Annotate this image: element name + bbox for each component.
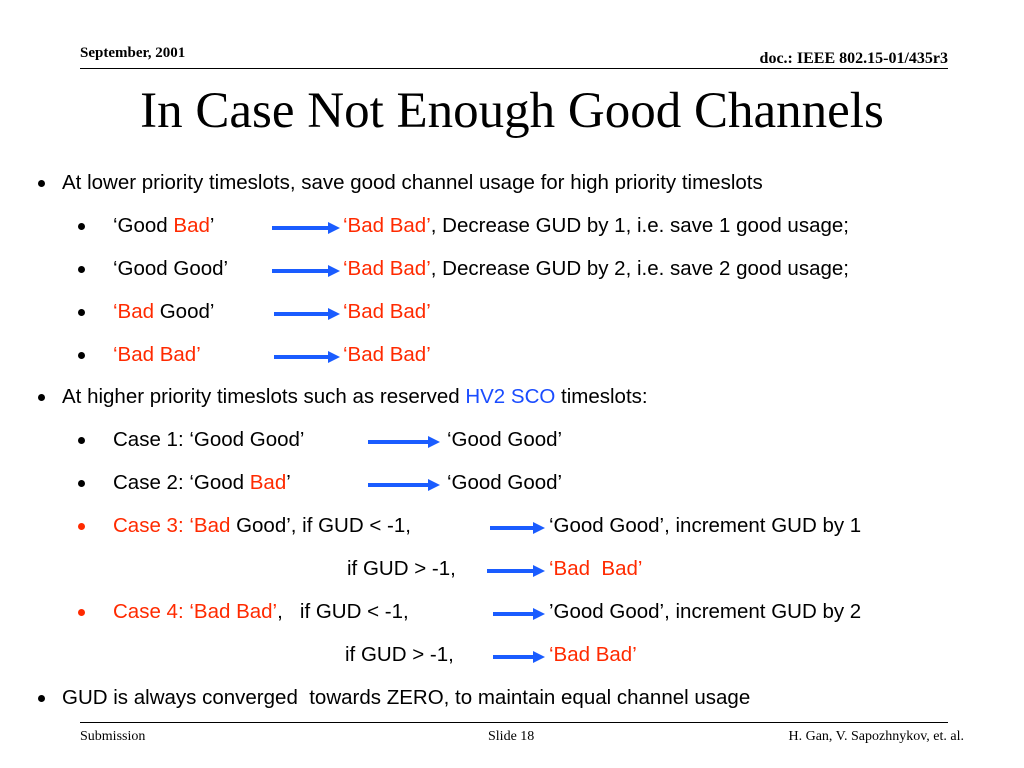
line-result: ‘Bad Bad’ xyxy=(343,343,431,367)
text-run: ‘Bad Bad’ xyxy=(549,643,637,666)
arrow xyxy=(368,436,440,448)
bullet xyxy=(78,523,85,530)
line-result: ‘Bad Bad’ xyxy=(549,557,642,581)
bullet xyxy=(38,695,45,702)
arrow xyxy=(493,651,545,663)
text-run: , Decrease GUD by 1, i.e. save 1 good us… xyxy=(430,214,849,237)
arrow xyxy=(272,222,340,234)
text-run: ‘Bad xyxy=(113,300,155,323)
line-text: if GUD > -1, xyxy=(345,643,454,667)
line-result: ’Good Good’, increment GUD by 2 xyxy=(549,600,861,624)
text-run: ‘Good Good’ xyxy=(447,471,563,494)
bullet xyxy=(78,480,85,487)
bullet xyxy=(38,394,45,401)
text-run: Case 3: ‘Bad xyxy=(113,514,231,537)
line-text: At higher priority timeslots such as res… xyxy=(62,385,648,409)
line-text: ‘Good Bad’ xyxy=(113,214,214,238)
text-run: ‘Bad Bad’ xyxy=(343,300,431,323)
arrow xyxy=(368,479,440,491)
bullet xyxy=(78,223,85,230)
line-text: GUD is always converged towards ZERO, to… xyxy=(62,686,750,710)
header-date: September, 2001 xyxy=(80,45,186,61)
slide-title: In Case Not Enough Good Channels xyxy=(140,83,884,139)
line-result: ‘Bad Bad’ xyxy=(343,300,431,324)
bullet xyxy=(78,266,85,273)
text-run: , Decrease GUD by 2, i.e. save 2 good us… xyxy=(430,257,849,280)
text-run: , if GUD < -1, xyxy=(277,600,409,623)
bullet xyxy=(78,437,85,444)
arrow xyxy=(274,351,340,363)
line-result: ‘Bad Bad’ xyxy=(549,643,637,667)
footer-rule xyxy=(80,722,948,723)
line-text: ‘Bad Bad’ xyxy=(113,343,201,367)
text-run: ‘Bad Bad’ xyxy=(343,257,431,280)
line-result: ‘Good Good’, increment GUD by 1 xyxy=(549,514,861,538)
text-run: ‘Bad Bad’ xyxy=(343,214,431,237)
arrow xyxy=(490,522,545,534)
text-run: Case 4: ‘Bad Bad’ xyxy=(113,600,278,623)
arrow xyxy=(272,265,340,277)
text-run: Good’, if GUD < -1, xyxy=(230,514,411,537)
line-result: ‘Bad Bad’, Decrease GUD by 2, i.e. save … xyxy=(343,257,849,281)
header-rule xyxy=(80,68,948,69)
text-run: Bad xyxy=(249,471,287,494)
text-run: ‘Bad Bad’ xyxy=(343,343,431,366)
bullet xyxy=(78,309,85,316)
line-result: ‘Bad Bad’, Decrease GUD by 1, i.e. save … xyxy=(343,214,849,238)
text-run: ’ xyxy=(209,214,215,237)
line-text: if GUD > -1, xyxy=(347,557,456,581)
text-run: ’ xyxy=(286,471,291,494)
text-run: ‘Bad Bad’ xyxy=(113,343,201,366)
text-run: ‘Good xyxy=(113,214,174,237)
line-text: Case 3: ‘Bad Good’, if GUD < -1, xyxy=(113,514,411,538)
line-text: ‘Good Good’ xyxy=(113,257,228,281)
text-run: HV2 SCO xyxy=(465,385,556,408)
text-run: if GUD > -1, xyxy=(345,643,454,666)
footer-left: Submission xyxy=(80,729,146,744)
line-text: Case 1: ‘Good Good’ xyxy=(113,428,304,452)
text-run: Case 1: ‘Good Good’ xyxy=(113,428,305,451)
footer-right: H. Gan, V. Sapozhnykov, et. al. xyxy=(788,729,965,744)
line-text: Case 2: ‘Good Bad’ xyxy=(113,471,291,495)
arrow xyxy=(487,565,545,577)
footer-center: Slide 18 xyxy=(488,729,535,744)
text-run: Bad xyxy=(173,214,210,237)
text-run: Good’ xyxy=(154,300,215,323)
bullet xyxy=(78,352,85,359)
text-run: Case 2: ‘Good xyxy=(113,471,250,494)
text-run: timeslots: xyxy=(555,385,648,408)
text-run: At lower priority timeslots, save good c… xyxy=(62,171,763,194)
line-result: ‘Good Good’ xyxy=(447,471,562,495)
text-run: At higher priority timeslots such as res… xyxy=(62,385,466,408)
arrow xyxy=(274,308,340,320)
line-result: ‘Good Good’ xyxy=(447,428,562,452)
line-text: Case 4: ‘Bad Bad’, if GUD < -1, xyxy=(113,600,409,624)
line-text: At lower priority timeslots, save good c… xyxy=(62,171,763,195)
text-run: ‘Good Good’, increment GUD by 1 xyxy=(549,514,862,537)
line-text: ‘Bad Good’ xyxy=(113,300,214,324)
arrow xyxy=(493,608,545,620)
text-run: ‘Good Good’ xyxy=(447,428,563,451)
bullet xyxy=(38,180,45,187)
text-run: GUD is always converged towards ZERO, to… xyxy=(62,686,751,709)
bullet xyxy=(78,609,85,616)
text-run: ‘Bad Bad’ xyxy=(549,557,643,580)
text-run: if GUD > -1, xyxy=(347,557,456,580)
text-run: ’Good Good’, increment GUD by 2 xyxy=(549,600,862,623)
header-doc: doc.: IEEE 802.15-01/435r3 xyxy=(759,50,948,67)
text-run: ‘Good Good’ xyxy=(113,257,229,280)
